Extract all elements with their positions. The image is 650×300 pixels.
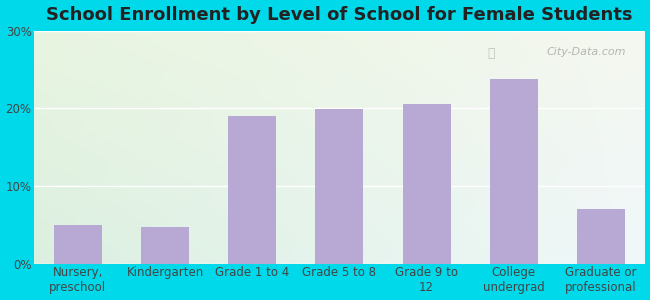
Bar xyxy=(315,109,363,264)
Bar xyxy=(228,116,276,264)
Bar xyxy=(54,225,102,264)
Bar xyxy=(577,209,625,264)
Text: ⓘ: ⓘ xyxy=(488,47,495,60)
Text: City-Data.com: City-Data.com xyxy=(547,47,626,57)
Title: School Enrollment by Level of School for Female Students: School Enrollment by Level of School for… xyxy=(46,6,632,24)
Bar xyxy=(141,227,189,264)
Bar xyxy=(489,79,538,264)
Bar xyxy=(402,104,450,264)
